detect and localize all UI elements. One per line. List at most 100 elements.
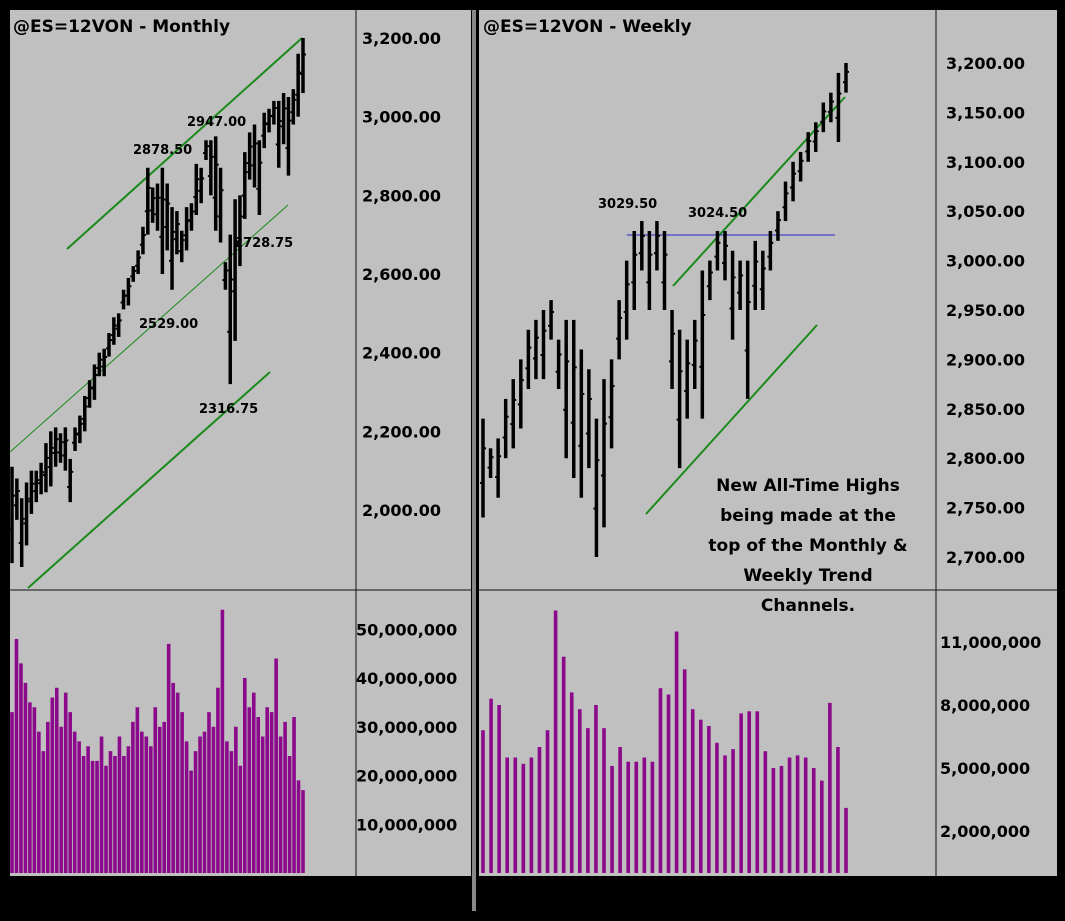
weekly-volume-bar xyxy=(642,757,647,873)
weekly-volume-bar xyxy=(658,688,663,873)
weekly-y-tick: 2,850.00 xyxy=(946,400,1025,419)
monthly-x-axis: '17 '18 '19 '20 xyxy=(78,876,320,910)
monthly-upper-channel-line xyxy=(66,37,303,250)
monthly-volume-bar xyxy=(54,687,59,873)
monthly-volume-bar xyxy=(225,741,229,873)
monthly-volume-bar xyxy=(46,721,50,873)
monthly-volume-bar xyxy=(126,746,131,873)
monthly-volume-bar xyxy=(108,751,113,873)
monthly-chart-title: @ES=12VON - Monthly xyxy=(13,17,230,37)
weekly-volume-tick: 8,000,000 xyxy=(940,696,1030,715)
weekly-note: New All-Time Highs being made at the top o… xyxy=(708,476,907,616)
monthly-volume-bar xyxy=(50,697,55,873)
monthly-volume-bar xyxy=(198,736,202,873)
weekly-volume-bar xyxy=(650,761,655,873)
monthly-volume-bar xyxy=(68,712,72,873)
weekly-note-line: top of the Monthly & xyxy=(708,536,907,556)
monthly-volume-bar xyxy=(28,702,32,873)
monthly-y-tick: 3,200.00 xyxy=(362,29,441,48)
monthly-x-tick: '17 xyxy=(78,891,105,910)
monthly-volume-bar xyxy=(90,760,95,873)
weekly-volume-axis: 11,000,000 8,000,000 5,000,000 2,000,000 xyxy=(940,633,1041,841)
weekly-volume-bar xyxy=(594,705,598,873)
monthly-volume-bar xyxy=(135,707,140,873)
weekly-volume-bar xyxy=(489,698,493,873)
weekly-y-tick: 3,150.00 xyxy=(946,103,1025,122)
weekly-annotations: 3029.50 3024.50 xyxy=(598,197,747,221)
monthly-volume-tick: 20,000,000 xyxy=(356,767,457,786)
weekly-volume-bar xyxy=(497,705,501,873)
monthly-y-tick: 2,800.00 xyxy=(362,186,441,205)
monthly-volume-bar xyxy=(189,770,193,873)
monthly-volume-bar xyxy=(104,765,108,873)
monthly-volume-bar xyxy=(216,687,220,873)
weekly-volume-bar xyxy=(836,747,840,873)
weekly-volume-tick: 11,000,000 xyxy=(940,633,1041,652)
monthly-volume-bar xyxy=(260,736,265,873)
monthly-volume-bar xyxy=(77,741,81,873)
weekly-volume-bar xyxy=(586,728,590,873)
monthly-volume-bar xyxy=(202,731,207,873)
weekly-volume-bar xyxy=(723,755,727,873)
monthly-volume-bar xyxy=(229,751,234,873)
weekly-volume-bar xyxy=(715,742,719,873)
monthly-volume-bar xyxy=(41,751,46,873)
weekly-x-tick: Apr xyxy=(496,891,528,910)
monthly-volume-bar xyxy=(278,736,283,873)
monthly-x-tick: '20 xyxy=(292,891,319,910)
weekly-volume-bar xyxy=(747,711,751,873)
monthly-volume-bar xyxy=(72,731,77,873)
weekly-volume-bar xyxy=(578,709,582,873)
monthly-volume-bar xyxy=(220,609,225,873)
weekly-price-annotation: 3029.50 xyxy=(598,197,657,212)
monthly-volume-bar xyxy=(95,760,99,873)
weekly-y-tick: 2,800.00 xyxy=(946,449,1025,468)
weekly-volume-bar xyxy=(690,709,695,873)
weekly-volume-bar xyxy=(634,761,639,873)
monthly-volume-bar xyxy=(122,756,126,873)
weekly-price-bars xyxy=(480,63,849,557)
weekly-y-tick: 3,000.00 xyxy=(946,252,1025,271)
weekly-volume-bar xyxy=(828,702,832,873)
monthly-volume-tick: 30,000,000 xyxy=(356,718,457,737)
weekly-volume-bar xyxy=(779,765,784,873)
monthly-price-annotation: 2728.75 xyxy=(234,236,293,251)
weekly-volume-bar xyxy=(795,755,800,873)
weekly-volume-tick: 2,000,000 xyxy=(940,822,1030,841)
weekly-x-axis: Apr Jul Oct '20 xyxy=(496,876,874,910)
monthly-volume-bar xyxy=(86,746,90,873)
weekly-volume-bar xyxy=(707,726,711,873)
weekly-volume-bar xyxy=(755,711,760,873)
weekly-volume-bar xyxy=(803,757,808,873)
monthly-volume-bar xyxy=(301,790,305,873)
monthly-volume-bar xyxy=(274,658,278,873)
monthly-volume-bar xyxy=(180,712,184,873)
monthly-volume-bar xyxy=(166,643,171,873)
monthly-y-tick: 2,000.00 xyxy=(362,501,441,520)
monthly-price-annotation: 2878.50 xyxy=(133,143,192,158)
weekly-volume-bar xyxy=(505,757,509,873)
weekly-y-tick: 3,100.00 xyxy=(946,153,1025,172)
monthly-volume-bar xyxy=(265,707,269,873)
weekly-volume-bar xyxy=(537,747,542,873)
monthly-volume-bar xyxy=(162,721,167,873)
monthly-volume-bar xyxy=(153,707,158,873)
weekly-volume-bar xyxy=(844,807,848,873)
monthly-volume-bar xyxy=(19,663,23,873)
weekly-x-tick: Jul xyxy=(614,891,638,910)
weekly-chart-title: @ES=12VON - Weekly xyxy=(483,17,692,37)
weekly-volume-bar xyxy=(811,768,816,873)
monthly-volume-bar xyxy=(283,721,287,873)
monthly-lower-channel-line xyxy=(27,371,271,589)
weekly-y-tick: 2,750.00 xyxy=(946,499,1025,518)
monthly-price-annotation: 2529.00 xyxy=(139,317,198,332)
monthly-volume-bar xyxy=(148,746,153,873)
monthly-volume-bar xyxy=(117,736,122,873)
weekly-volume-bar xyxy=(763,751,768,873)
monthly-volume-bar xyxy=(14,639,19,873)
monthly-y-tick: 2,600.00 xyxy=(362,265,441,284)
weekly-x-tick: '20 xyxy=(846,891,873,910)
weekly-y-tick: 3,050.00 xyxy=(946,202,1025,221)
weekly-volume-bar xyxy=(731,749,735,873)
